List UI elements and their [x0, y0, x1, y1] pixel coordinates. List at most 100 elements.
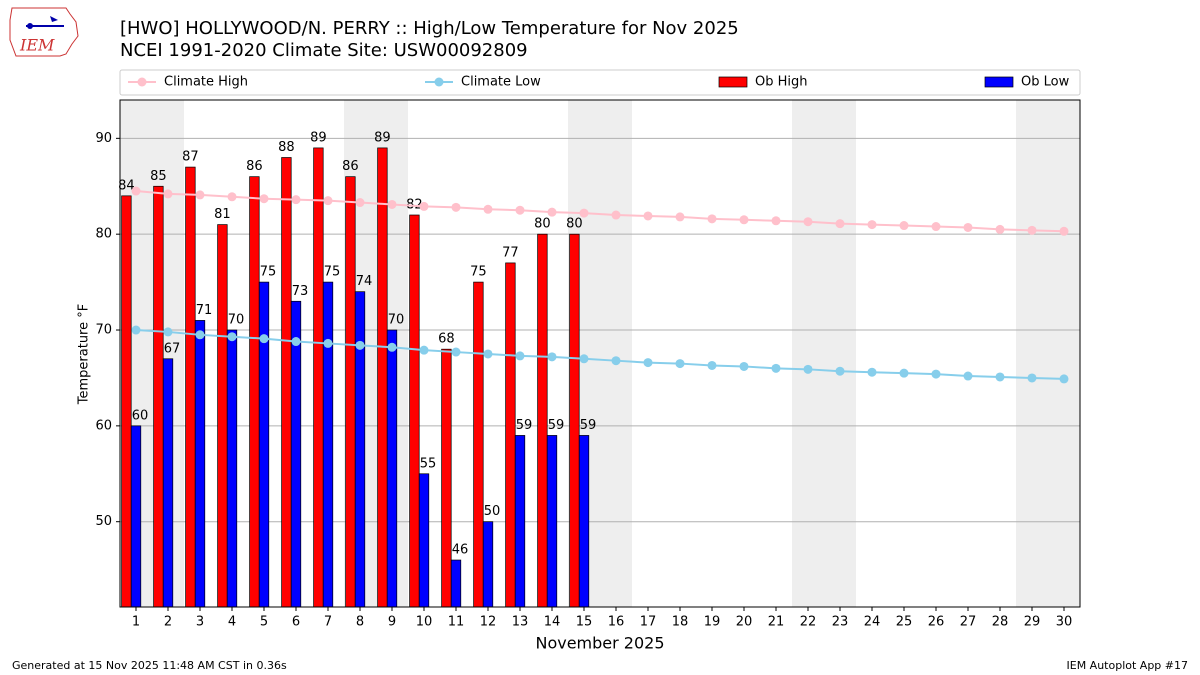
legend-box: [119, 69, 1081, 96]
data-label: 59: [580, 418, 597, 433]
x-tick-label: 24: [864, 615, 881, 630]
legend-label: Climate Low: [461, 75, 541, 90]
point: [995, 372, 1005, 382]
data-label: 81: [214, 207, 231, 222]
point: [643, 211, 653, 221]
point: [163, 327, 173, 337]
logo-text: IEM: [19, 36, 55, 55]
point: [707, 214, 717, 224]
bar: [386, 329, 398, 608]
data-label: 75: [324, 265, 341, 280]
point: [835, 219, 845, 229]
point: [899, 368, 909, 378]
x-tick-label: 30: [1056, 615, 1073, 630]
point: [931, 222, 941, 232]
data-label: 70: [388, 313, 405, 328]
point: [163, 189, 173, 199]
point: [771, 363, 781, 373]
x-tick-label: 29: [1024, 615, 1041, 630]
y-tick-label: 50: [95, 514, 112, 529]
bar: [441, 348, 452, 608]
bar: [226, 329, 238, 608]
point: [291, 337, 301, 347]
bar: [153, 185, 164, 608]
bar: [290, 300, 302, 608]
legend-marker: [137, 77, 147, 87]
point: [483, 349, 493, 359]
bar: [537, 233, 548, 608]
data-label: 68: [438, 332, 455, 347]
x-tick-label: 16: [608, 615, 625, 630]
y-tick-label: 70: [95, 323, 112, 338]
point: [387, 199, 397, 209]
point: [1027, 225, 1037, 235]
point: [899, 221, 909, 231]
point: [963, 371, 973, 381]
data-label: 80: [566, 217, 583, 232]
data-label: 50: [484, 504, 501, 519]
chart-title: [HWO] HOLLYWOOD/N. PERRY :: High/Low Tem…: [120, 18, 739, 39]
x-tick-label: 5: [260, 615, 268, 630]
point: [643, 358, 653, 368]
logo-outline: [9, 7, 79, 57]
data-label: 71: [196, 303, 213, 318]
y-axis-label: Temperature °F: [77, 304, 92, 405]
bar: [121, 195, 132, 608]
point: [547, 207, 557, 217]
y-tick-label: 60: [95, 418, 112, 433]
point: [739, 361, 749, 371]
bar: [313, 147, 324, 608]
weekend-shade: [792, 100, 856, 607]
point: [611, 210, 621, 220]
x-tick-label: 12: [480, 615, 497, 630]
chart-subtitle: NCEI 1991-2020 Climate Site: USW00092809: [120, 40, 528, 61]
x-tick-label: 17: [640, 615, 657, 630]
logo: IEM: [9, 7, 79, 57]
x-tick-label: 13: [512, 615, 529, 630]
point: [803, 217, 813, 227]
legend-swatch: [984, 76, 1014, 88]
x-tick-label: 18: [672, 615, 689, 630]
x-tick-label: 21: [768, 615, 785, 630]
bar: [322, 281, 334, 608]
footer-left: Generated at 15 Nov 2025 11:48 AM CST in…: [12, 659, 287, 672]
point: [419, 345, 429, 355]
x-tick-label: 9: [388, 615, 396, 630]
x-tick-label: 22: [800, 615, 817, 630]
legend-swatch: [718, 76, 748, 88]
data-label: 85: [150, 169, 167, 184]
point: [803, 364, 813, 374]
point: [579, 354, 589, 364]
point: [995, 224, 1005, 234]
point: [707, 360, 717, 370]
point: [675, 359, 685, 369]
x-tick-label: 11: [448, 615, 465, 630]
data-label: 88: [278, 140, 295, 155]
bar: [281, 157, 292, 608]
point: [195, 190, 205, 200]
point: [1059, 226, 1069, 236]
bar: [546, 435, 558, 608]
data-label: 67: [164, 341, 181, 356]
x-tick-label: 8: [356, 615, 364, 630]
point: [867, 367, 877, 377]
data-label: 55: [420, 456, 437, 471]
point: [611, 356, 621, 366]
point: [867, 220, 877, 230]
logo-flag: [50, 16, 58, 22]
bar: [377, 147, 388, 608]
point: [483, 204, 493, 214]
point: [323, 338, 333, 348]
point: [1027, 373, 1037, 383]
data-label: 89: [310, 130, 327, 145]
data-label: 59: [516, 418, 533, 433]
line: [135, 329, 1065, 380]
point: [1059, 374, 1069, 384]
bar: [482, 521, 494, 608]
x-tick-label: 26: [928, 615, 945, 630]
logo-dot: [27, 23, 33, 29]
data-label: 77: [502, 245, 519, 260]
bar: [409, 214, 420, 608]
x-tick-label: 6: [292, 615, 300, 630]
bar: [194, 320, 206, 608]
